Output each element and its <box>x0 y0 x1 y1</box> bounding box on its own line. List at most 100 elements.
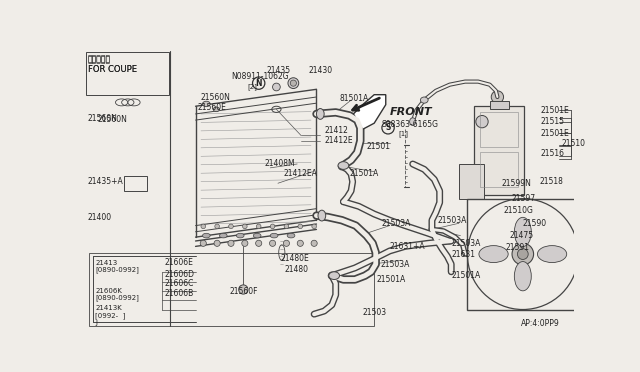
Text: 21606D: 21606D <box>164 270 195 279</box>
Text: 21606B: 21606B <box>164 289 194 298</box>
Text: 21475: 21475 <box>509 231 534 240</box>
Text: S: S <box>385 123 391 132</box>
Ellipse shape <box>318 210 326 221</box>
Ellipse shape <box>410 118 416 125</box>
Circle shape <box>214 240 220 246</box>
Text: [1]: [1] <box>399 131 409 137</box>
Polygon shape <box>353 95 386 129</box>
Text: 21606K: 21606K <box>95 288 122 294</box>
Text: 21503A: 21503A <box>382 219 412 228</box>
Text: 21480: 21480 <box>285 265 309 274</box>
Ellipse shape <box>515 217 531 247</box>
Circle shape <box>298 224 303 229</box>
Circle shape <box>228 224 234 229</box>
Text: 21515: 21515 <box>541 117 564 126</box>
Text: 21518: 21518 <box>540 177 564 186</box>
Text: J: J <box>95 320 97 326</box>
Circle shape <box>284 240 289 246</box>
Ellipse shape <box>287 233 295 238</box>
Bar <box>467 199 579 310</box>
Circle shape <box>269 240 276 246</box>
Circle shape <box>512 243 534 265</box>
Bar <box>481 153 518 187</box>
Bar <box>86 52 170 95</box>
Ellipse shape <box>515 262 531 291</box>
Ellipse shape <box>338 162 349 169</box>
Text: 21412: 21412 <box>324 126 348 135</box>
Text: 21501E: 21501E <box>541 106 569 115</box>
Circle shape <box>257 224 261 229</box>
Text: N: N <box>255 78 262 88</box>
Text: 21503: 21503 <box>363 308 387 317</box>
Text: 21591: 21591 <box>505 243 529 253</box>
Circle shape <box>288 78 299 89</box>
Text: 21590: 21590 <box>522 219 546 228</box>
Circle shape <box>476 115 488 128</box>
Text: [0890-0992]: [0890-0992] <box>95 295 140 301</box>
Text: 21510G: 21510G <box>504 206 533 215</box>
Text: 21413: 21413 <box>95 260 118 266</box>
Text: 21501A: 21501A <box>349 170 379 179</box>
Ellipse shape <box>329 272 340 279</box>
Text: 21430: 21430 <box>308 66 333 75</box>
Text: 21631: 21631 <box>451 250 476 259</box>
Text: [2]: [2] <box>247 83 257 90</box>
Text: 21412EA: 21412EA <box>284 170 317 179</box>
Text: 21560E: 21560E <box>197 103 226 112</box>
Text: クーベ仕様: クーベ仕様 <box>88 55 111 64</box>
Ellipse shape <box>213 107 220 112</box>
Text: 21560N: 21560N <box>97 115 127 124</box>
Ellipse shape <box>202 101 210 107</box>
Circle shape <box>517 249 528 260</box>
Text: [0890-0992]: [0890-0992] <box>95 266 140 273</box>
Bar <box>481 112 518 147</box>
Circle shape <box>228 240 234 246</box>
Text: 81501A: 81501A <box>340 94 369 103</box>
Text: 21599N: 21599N <box>501 179 531 188</box>
Text: 21503A: 21503A <box>437 216 467 225</box>
Bar <box>474 106 524 195</box>
Text: 21631+A: 21631+A <box>390 242 425 251</box>
Text: 21606C: 21606C <box>164 279 194 288</box>
Circle shape <box>239 285 248 294</box>
Text: 21501E: 21501E <box>541 129 569 138</box>
Text: FRONT: FRONT <box>390 107 432 117</box>
Ellipse shape <box>236 233 244 238</box>
Text: 21510: 21510 <box>561 139 586 148</box>
Bar <box>490 101 509 109</box>
Ellipse shape <box>270 233 278 238</box>
Text: 21560N: 21560N <box>88 114 118 123</box>
Text: N08911-1062G: N08911-1062G <box>232 73 289 81</box>
Ellipse shape <box>316 109 324 119</box>
Circle shape <box>273 83 280 91</box>
Circle shape <box>297 240 303 246</box>
Text: 21413K: 21413K <box>95 305 122 311</box>
Ellipse shape <box>253 233 261 238</box>
Ellipse shape <box>479 246 508 263</box>
Bar <box>124 176 147 191</box>
Text: 21400: 21400 <box>88 214 112 222</box>
Text: S08363-6165G: S08363-6165G <box>382 120 439 129</box>
Circle shape <box>291 80 296 86</box>
Text: 21412E: 21412E <box>324 136 353 145</box>
Circle shape <box>200 240 206 246</box>
Text: FOR COUPE: FOR COUPE <box>88 65 137 74</box>
Circle shape <box>312 224 316 229</box>
Circle shape <box>284 224 289 229</box>
Circle shape <box>215 224 220 229</box>
Bar <box>459 164 484 199</box>
Text: 21503A: 21503A <box>451 239 481 248</box>
Text: 21503A: 21503A <box>380 260 410 269</box>
Text: 21560F: 21560F <box>230 286 258 295</box>
Text: [0992-  ]: [0992- ] <box>95 312 126 319</box>
Text: 21480E: 21480E <box>280 254 309 263</box>
Ellipse shape <box>538 246 566 263</box>
Text: 21435+A: 21435+A <box>88 177 124 186</box>
Circle shape <box>243 224 247 229</box>
Ellipse shape <box>220 233 227 238</box>
Text: 21501A: 21501A <box>376 275 406 284</box>
Text: FOR COUPE: FOR COUPE <box>88 65 137 74</box>
Text: 21435: 21435 <box>266 66 291 75</box>
Text: 21408M: 21408M <box>265 160 296 169</box>
Ellipse shape <box>202 233 210 238</box>
